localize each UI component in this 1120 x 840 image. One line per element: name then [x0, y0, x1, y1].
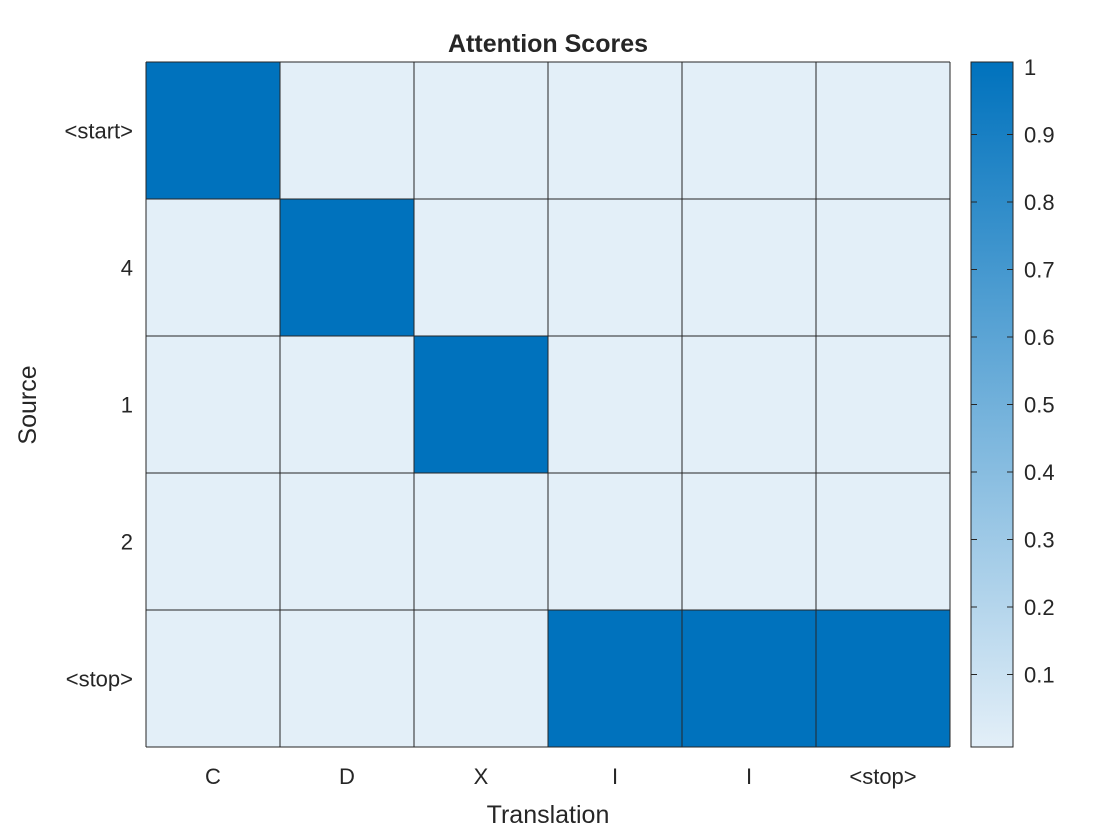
heatmap-cell: [816, 199, 950, 336]
chart-title: Attention Scores: [448, 30, 648, 58]
colorbar-tick-label: 1: [1024, 55, 1036, 80]
y-tick-labels: <start> 4 1 2 <stop>: [65, 119, 133, 692]
y-tick-label: 1: [121, 393, 133, 418]
heatmap-cell: [548, 199, 682, 336]
colorbar-tick-label: 0.9: [1024, 123, 1055, 148]
heatmap-cell: [414, 473, 548, 610]
colorbar-tick-label: 0.7: [1024, 258, 1055, 283]
heatmap-cell: [280, 473, 414, 610]
heatmap-cell: [414, 610, 548, 747]
heatmap-cell: [682, 610, 816, 747]
x-tick-label: C: [205, 764, 221, 789]
heatmap-cells: [146, 62, 950, 747]
colorbar-tick-label: 0.4: [1024, 460, 1055, 485]
colorbar-tick-label: 0.2: [1024, 595, 1055, 620]
heatmap-cell: [548, 610, 682, 747]
y-tick-label: <start>: [65, 119, 133, 144]
heatmap-cell: [146, 199, 280, 336]
heatmap-cell: [280, 610, 414, 747]
heatmap-cell: [548, 336, 682, 473]
heatmap-cell: [816, 336, 950, 473]
heatmap-cell: [414, 62, 548, 199]
colorbar-tick-label: 0.3: [1024, 528, 1055, 553]
heatmap-cell: [146, 336, 280, 473]
heatmap-cell: [548, 62, 682, 199]
x-tick-label: I: [746, 764, 752, 789]
heatmap-cell: [146, 473, 280, 610]
heatmap-cell: [280, 62, 414, 199]
heatmap-cell: [146, 610, 280, 747]
heatmap-cell: [280, 199, 414, 336]
heatmap-cell: [682, 473, 816, 610]
colorbar-tick-label: 0.8: [1024, 190, 1055, 215]
x-tick-label: I: [612, 764, 618, 789]
x-tick-label: D: [339, 764, 355, 789]
colorbar: [970, 61, 1014, 748]
y-tick-label: 2: [121, 530, 133, 555]
x-tick-label: X: [474, 764, 489, 789]
heatmap-cell: [414, 199, 548, 336]
heatmap-cell: [682, 199, 816, 336]
heatmap-cell: [414, 336, 548, 473]
heatmap-cell: [816, 473, 950, 610]
x-tick-labels: C D X I I <stop>: [205, 764, 917, 789]
heatmap-cell: [280, 336, 414, 473]
heatmap-cell: [548, 473, 682, 610]
y-tick-label: 4: [121, 256, 133, 281]
heatmap-cell: [682, 336, 816, 473]
y-axis-label: Source: [14, 365, 42, 444]
x-tick-label: <stop>: [849, 764, 916, 789]
colorbar-tick-label: 0.5: [1024, 393, 1055, 418]
heatmap-gridlines: [145, 61, 951, 748]
heatmap-cell: [816, 610, 950, 747]
heatmap-cell: [682, 62, 816, 199]
heatmap-cell: [816, 62, 950, 199]
x-axis-label: Translation: [487, 801, 610, 829]
colorbar-ticks: 0.1 0.2 0.3 0.4 0.5 0.6 0.7 0.8 0.9 1: [971, 55, 1055, 688]
colorbar-tick-label: 0.1: [1024, 663, 1055, 688]
colorbar-tick-label: 0.6: [1024, 325, 1055, 350]
y-tick-label: <stop>: [66, 667, 133, 692]
heatmap-cell: [146, 62, 280, 199]
